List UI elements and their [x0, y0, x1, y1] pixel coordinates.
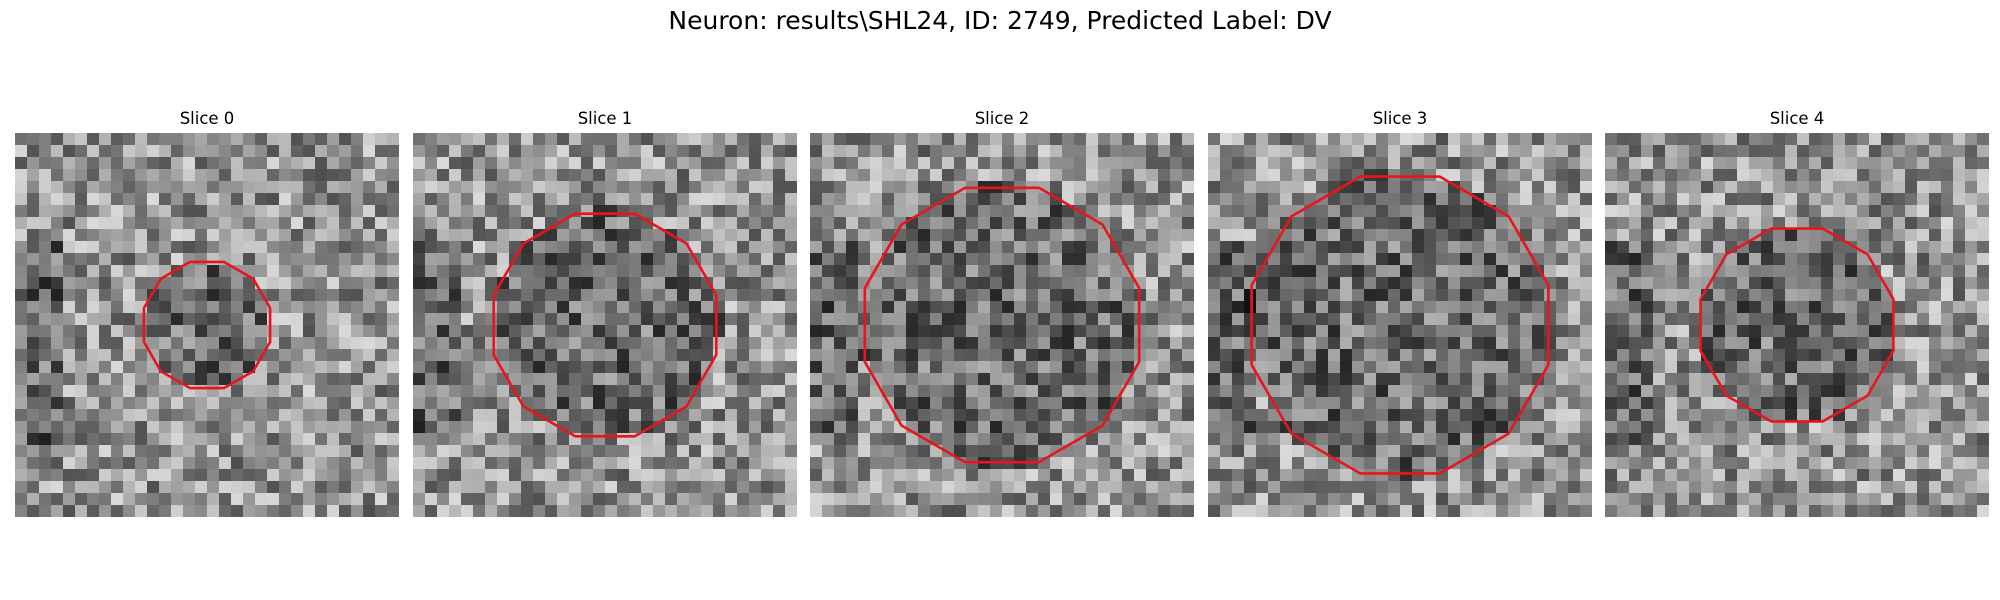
slice-1-title: Slice 1	[577, 109, 633, 128]
slice-0-contour	[142, 260, 272, 390]
slice-panel-0: Slice 0	[15, 107, 399, 517]
slice-2-image	[810, 133, 1194, 517]
slice-0-title: Slice 0	[179, 109, 235, 128]
slice-3-image	[1208, 133, 1592, 517]
slice-4-title: Slice 4	[1769, 109, 1825, 128]
slice-2-title: Slice 2	[974, 109, 1030, 128]
slice-1-contour	[492, 212, 718, 438]
slice-panel-1: Slice 1	[413, 107, 797, 517]
slice-3-title: Slice 3	[1372, 109, 1428, 128]
slice-4-contour	[1699, 227, 1895, 423]
slice-4-image	[1605, 133, 1989, 517]
slice-panel-3: Slice 3	[1208, 107, 1592, 517]
slice-2-contour	[863, 186, 1141, 464]
slice-3-contour	[1250, 175, 1550, 475]
slice-panel-4: Slice 4	[1605, 107, 1989, 517]
slice-0-image	[15, 133, 399, 517]
figure-title: Neuron: results\SHL24, ID: 2749, Predict…	[668, 6, 1332, 35]
slice-1-image	[413, 133, 797, 517]
slice-panel-2: Slice 2	[810, 107, 1194, 517]
